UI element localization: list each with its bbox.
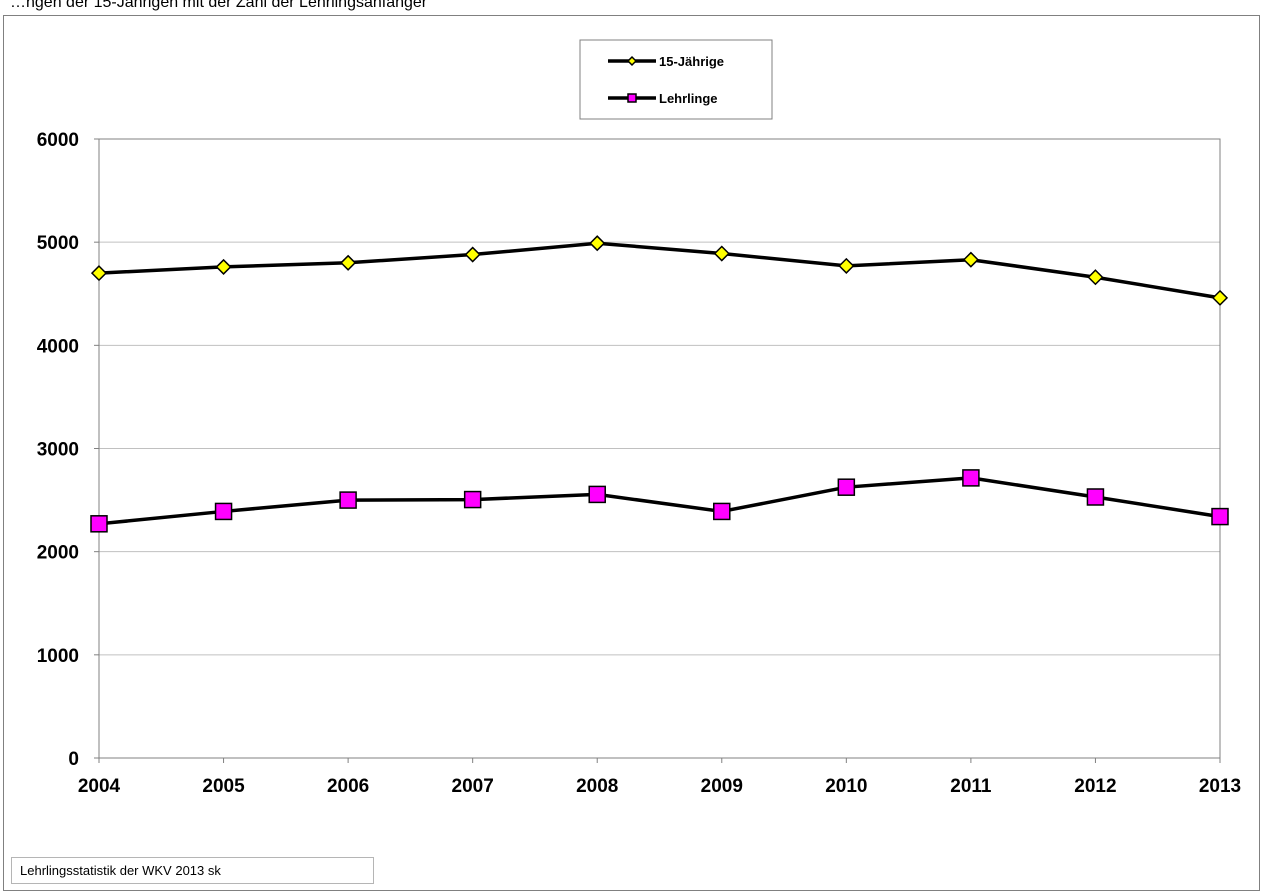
y-tick-label: 4000 [37,336,79,357]
series-layer [90,235,1229,533]
legend-box [579,39,773,120]
series-line-0 [98,241,1221,300]
y-tick-label: 3000 [37,440,79,461]
data-point-0 [90,265,108,282]
series-line-1 [98,476,1221,526]
y-tick-label: 1000 [37,646,79,667]
data-point-1 [837,478,856,496]
data-point-1 [1086,488,1105,506]
x-tick-label: 2008 [576,776,618,797]
x-tick-label: 2010 [825,776,867,797]
x-tick-label: 2011 [950,776,992,797]
x-tick-label: 2006 [327,776,369,797]
x-tick-label: 2012 [1074,776,1116,797]
y-tick-label: 2000 [37,543,79,564]
data-point-1 [214,502,233,521]
data-point-0 [340,254,357,271]
data-point-1 [90,515,108,533]
data-point-1 [588,485,606,504]
legend-marker-0 [626,55,638,67]
x-tick-label: 2004 [78,776,121,797]
data-point-1 [463,490,482,509]
chart-area-border [3,15,1260,891]
data-point-0 [464,246,481,263]
data-point-0 [838,257,855,274]
y-tick-label: 5000 [37,233,79,254]
x-tick-label: 2005 [202,776,245,797]
x-axis: 2004 2005 2006 2007 2008 2009 2010 2011 2012 2013 [78,758,1241,797]
data-point-0 [1211,289,1229,306]
data-point-0 [1087,269,1104,286]
data-point-1 [962,469,980,487]
legend-label-1: Lehrlinge [659,91,718,106]
x-tick-label: 2009 [701,776,743,797]
data-point-0 [215,258,232,275]
x-tick-label: 2007 [452,776,494,797]
chart-header-text: …ngen der 15-Jährigen mit der Zahl der L… [10,0,428,11]
data-point-0 [962,251,979,268]
legend-marker-1 [627,93,637,103]
y-tick-label: 6000 [37,130,79,151]
data-point-0 [713,245,730,262]
gridlines [99,241,1220,656]
data-point-1 [1211,507,1229,526]
legend-label-0: 15-Jährige [659,54,724,69]
y-tick-label: 0 [68,749,79,770]
data-point-1 [713,502,731,521]
y-axis: 0 1000 2000 3000 4000 5000 6000 [37,130,99,770]
source-note: Lehrlingsstatistik der WKV 2013 sk [11,857,374,884]
data-point-0 [589,235,606,252]
x-tick-label: 2013 [1199,776,1241,797]
legend: 15-Jährige Lehrlinge [579,39,773,120]
data-point-1 [339,491,357,509]
